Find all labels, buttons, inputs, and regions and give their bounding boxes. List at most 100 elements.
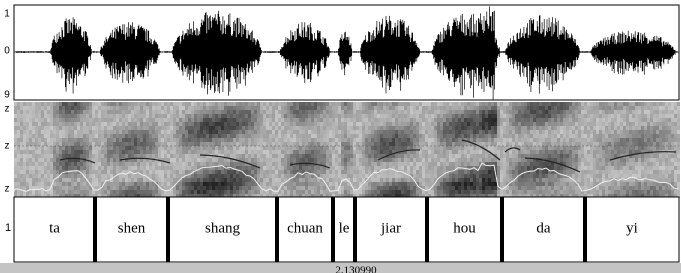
spectrogram-cell (230, 178, 233, 182)
spectrogram-cell (17, 190, 20, 194)
spectrogram-cell (470, 158, 473, 162)
spectrogram-cell (59, 138, 62, 142)
spectrogram-cell (620, 190, 623, 194)
spectrogram-cell (218, 102, 221, 106)
spectrogram-cell (242, 118, 245, 122)
spectrogram-cell (326, 150, 329, 154)
spectrogram-cell (479, 130, 482, 134)
spectrogram-cell (35, 130, 38, 134)
spectrogram-cell (164, 134, 167, 138)
spectrogram-cell (311, 182, 314, 186)
spectrogram-cell (71, 142, 74, 146)
spectrogram-cell (353, 154, 356, 158)
spectrogram-cell (320, 158, 323, 162)
spectrogram-cell (260, 138, 263, 142)
spectrogram-cell (308, 102, 311, 106)
spectrogram-cell (311, 154, 314, 158)
spectrogram-cell (260, 122, 263, 126)
spectrogram-cell (254, 150, 257, 154)
spectrogram-cell (533, 142, 536, 146)
spectrogram-cell (371, 138, 374, 142)
spectrogram-cell (485, 142, 488, 146)
spectrogram-cell (23, 158, 26, 162)
spectrogram-cell (476, 162, 479, 166)
spectrogram-cell (275, 114, 278, 118)
spectrogram-cell (203, 126, 206, 130)
spectrogram-cell (575, 134, 578, 138)
spectrogram-cell (236, 154, 239, 158)
spectrogram-cell (530, 182, 533, 186)
spectrogram-cell (26, 106, 29, 110)
spectrogram-cell (569, 126, 572, 130)
spectrogram-cell (530, 130, 533, 134)
spectrogram-cell (83, 186, 86, 190)
spectrogram-cell (386, 110, 389, 114)
spectrogram-cell (98, 122, 101, 126)
spectrogram-cell (605, 106, 608, 110)
spectrogram-cell (242, 146, 245, 150)
spectrogram-cell (20, 102, 23, 106)
spectrogram-cell (635, 170, 638, 174)
spectrogram-cell (533, 134, 536, 138)
spectrogram-cell (311, 158, 314, 162)
spectrogram-cell (527, 102, 530, 106)
spectrogram-cell (566, 178, 569, 182)
spectrogram-cell (509, 106, 512, 110)
spectrogram-cell (563, 142, 566, 146)
spectrogram-cell (476, 150, 479, 154)
spectrogram-cell (149, 146, 152, 150)
spectrogram-cell (299, 110, 302, 114)
spectrogram-cell (50, 102, 53, 106)
spectrogram-cell (74, 190, 77, 194)
spectrogram-cell (155, 166, 158, 170)
spectrogram-cell (437, 118, 440, 122)
spectrogram-cell (551, 122, 554, 126)
spectrogram-cell (245, 126, 248, 130)
spectrogram-cell (248, 186, 251, 190)
spectrogram-cell (173, 122, 176, 126)
spectrogram-cell (173, 150, 176, 154)
spectrogram-cell (182, 166, 185, 170)
spectrogram-cell (95, 166, 98, 170)
spectrogram-cell (503, 106, 506, 110)
spectrogram-cell (551, 118, 554, 122)
spectrogram-cell (170, 142, 173, 146)
spectrogram-cell (383, 186, 386, 190)
spectrogram-cell (314, 186, 317, 190)
spectrogram-cell (338, 146, 341, 150)
spectrogram-cell (398, 126, 401, 130)
spectrogram-cell (191, 178, 194, 182)
spectrogram-cell (263, 122, 266, 126)
spectrogram-cell (497, 110, 500, 114)
spectrogram-cell (122, 130, 125, 134)
spectrogram-cell (545, 174, 548, 178)
spectrogram-cell (209, 106, 212, 110)
spectrogram-cell (608, 182, 611, 186)
spectrogram-cell (113, 146, 116, 150)
spectrogram-cell (236, 114, 239, 118)
spectrogram-cell (26, 138, 29, 142)
spectrogram-cell (95, 130, 98, 134)
spectrogram-cell (410, 118, 413, 122)
spectrogram-cell (569, 170, 572, 174)
spectrogram-cell (23, 150, 26, 154)
spectrogram-cell (407, 190, 410, 194)
spectrogram-cell (185, 134, 188, 138)
spectrogram-cell (455, 142, 458, 146)
spectrogram-cell (146, 142, 149, 146)
spectrogram-cell (212, 170, 215, 174)
spectrogram-cell (254, 186, 257, 190)
spectrogram-cell (140, 178, 143, 182)
spectrogram-cell (503, 162, 506, 166)
spectrogram-cell (233, 182, 236, 186)
spectrogram-cell (437, 142, 440, 146)
spectrogram-cell (371, 178, 374, 182)
spectrogram-cell (200, 186, 203, 190)
spectrogram-cell (62, 138, 65, 142)
spectrogram-cell (44, 110, 47, 114)
spectrogram-cell (395, 154, 398, 158)
spectrogram-cell (329, 126, 332, 130)
spectrogram-cell (464, 158, 467, 162)
spectrogram-cell (554, 110, 557, 114)
spectrogram-cell (401, 158, 404, 162)
